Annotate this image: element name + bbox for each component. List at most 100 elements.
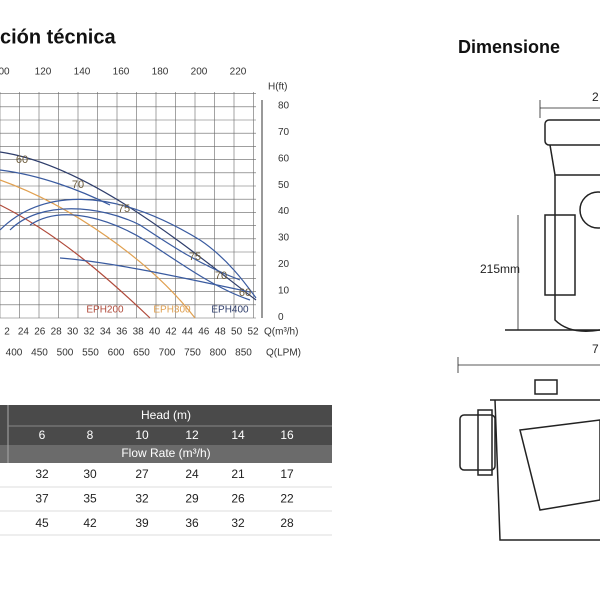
table-header: [0, 405, 332, 445]
bottom-axis-label: 24: [18, 327, 30, 338]
table: Head (m) Flow Rate (m³/h): [0, 405, 332, 536]
lpm-axis-label: 750: [184, 348, 201, 359]
flow-value: 32: [231, 516, 245, 530]
flow-value: 17: [280, 467, 294, 481]
efficiency-label: 75: [118, 203, 130, 215]
pump-curve: [0, 204, 151, 319]
lpm-axis-label: 600: [108, 348, 125, 359]
pump-body: [490, 399, 600, 541]
bottom-axis-label: 44: [182, 327, 194, 338]
flow-value: 37: [35, 492, 49, 506]
efficiency-curve: [59, 257, 251, 293]
flow-value: 24: [185, 467, 199, 481]
efficiency-label: 60: [239, 287, 251, 299]
bottom-axis-label: 52: [247, 327, 259, 338]
flow-value: 21: [231, 467, 245, 481]
right-axis-label: 0: [278, 312, 284, 323]
flow-value: 39: [135, 516, 149, 530]
curves: [0, 151, 257, 319]
bottom-axis-label: 38: [133, 327, 145, 338]
pump-lid: [544, 119, 600, 146]
table-cells: 6 8 10 12 14 16 32 30 27 24 21 17 37 35 32 29 26 22 45 42 39…: [35, 428, 294, 530]
bottom-axis-label: 46: [198, 327, 210, 338]
head-value: 10: [135, 428, 149, 442]
flow-value: 28: [280, 516, 294, 530]
right-axis-label: 10: [278, 285, 290, 296]
efficiency-curve: [0, 169, 111, 206]
section-title: Dimensione: [458, 37, 560, 57]
top-axis-label: 160: [113, 67, 130, 78]
model-label: EPH300: [153, 305, 191, 316]
bottom-axis-label: 50: [231, 327, 243, 338]
lpm-axis-label: 550: [82, 348, 99, 359]
top-axis-label: 180: [152, 67, 169, 78]
lpm-axis-label: 450: [31, 348, 48, 359]
flow-value: 32: [135, 492, 149, 506]
pump-curve: [0, 179, 196, 319]
lpm-axis-label: 650: [133, 348, 150, 359]
flow-value: 35: [83, 492, 97, 506]
pump-port: [579, 191, 600, 229]
bottom-axis-label: 36: [116, 327, 128, 338]
chart-grid: [0, 92, 263, 319]
top-axis-label: 120: [35, 67, 52, 78]
efficiency-curve: [29, 214, 251, 301]
top-axis-label: 220: [230, 67, 247, 78]
bottom-axis-label: 32: [83, 327, 95, 338]
pump-body: [554, 175, 600, 332]
flow-value: 27: [135, 467, 149, 481]
bottom-axis-label: 26: [34, 327, 46, 338]
flow-value: 36: [185, 516, 199, 530]
pump-curve: [0, 151, 257, 301]
flow-value: 42: [83, 516, 97, 530]
head-value: 6: [39, 428, 46, 442]
top-axis-label: 00: [0, 67, 10, 78]
flow-value: 29: [185, 492, 199, 506]
right-axis-label: 80: [278, 101, 290, 112]
bottom-axis-label: 40: [149, 327, 161, 338]
efficiency-label: 75: [189, 251, 201, 263]
flow-value: 32: [35, 467, 49, 481]
top-axis-label: 140: [74, 67, 91, 78]
table-subheader: [0, 445, 332, 463]
motor-fins: [544, 214, 576, 296]
axis-title: Q(m³/h): [264, 327, 298, 338]
flow-value: 26: [231, 492, 245, 506]
right-axis-label: 20: [278, 259, 290, 270]
bottom-axis-label: 48: [215, 327, 227, 338]
head-value: 12: [185, 428, 199, 442]
dimension-label: 215mm: [480, 262, 520, 276]
right-axis-label: 60: [278, 153, 290, 164]
bottom-axis-label: 34: [100, 327, 112, 338]
efficiency-label: 70: [215, 270, 227, 282]
dimension-label: 7: [592, 342, 599, 356]
bottom-axis-label: 30: [67, 327, 79, 338]
lpm-axis-label: 800: [210, 348, 227, 359]
pump-front-view: [457, 357, 600, 541]
flow-value: 22: [280, 492, 294, 506]
bottom-axis-label: 42: [165, 327, 177, 338]
right-axis-label: 40: [278, 206, 290, 217]
efficiency-label: 60: [16, 154, 28, 166]
right-axis-label: 30: [278, 233, 290, 244]
table-flow-label: Flow Rate (m³/h): [121, 446, 210, 460]
head-value: 16: [280, 428, 294, 442]
right-axis-label: 50: [278, 180, 290, 191]
axis-title: H(ft): [268, 82, 287, 93]
efficiency-curve: [0, 198, 257, 299]
lpm-axis-label: 400: [6, 348, 23, 359]
pump-side-view: [505, 100, 600, 332]
chart-labels: 00 120 140 160 180 200 220H(ft)807060504030201…: [0, 67, 301, 359]
flow-value: 30: [83, 467, 97, 481]
pump-body: [549, 144, 600, 176]
pump-inlet-nut: [477, 409, 493, 476]
efficiency-label: 70: [72, 179, 84, 191]
pump-handle: [534, 379, 558, 395]
head-value: 14: [231, 428, 245, 442]
head-value: 8: [87, 428, 94, 442]
lpm-axis-label: 700: [159, 348, 176, 359]
right-axis-label: 70: [278, 127, 290, 138]
dimension-label: 2: [592, 90, 599, 104]
motor-fins: [519, 419, 600, 511]
